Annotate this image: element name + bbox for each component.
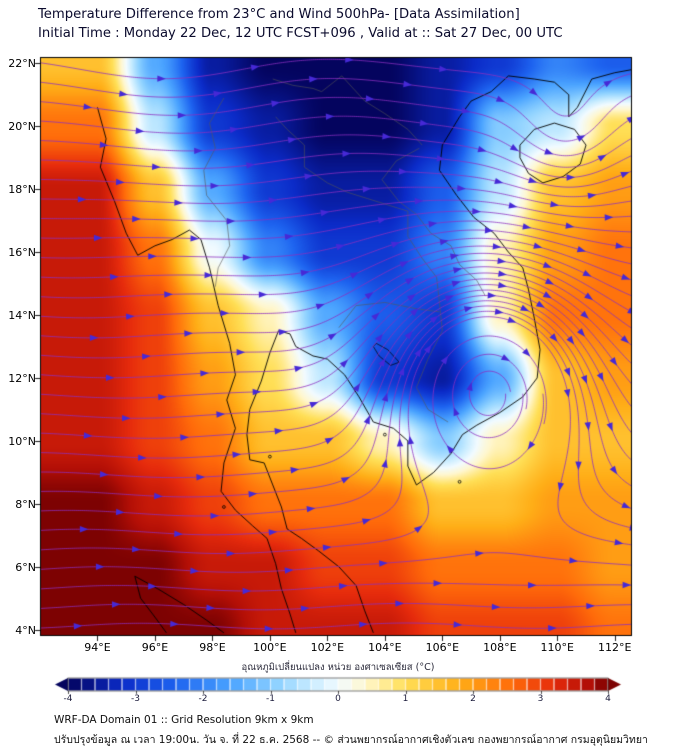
footer-domain-info: WRF-DA Domain 01 :: Grid Resolution 9km … [54, 714, 314, 726]
x-axis-tick-label: 112°E [598, 641, 632, 654]
y-axis-tick-label: 12°N [8, 371, 36, 385]
colorbar-label: อุณหภูมิเปลี่ยนแปลง หน่วย องศาเซลเซียส (… [241, 662, 435, 673]
y-axis-tick-label: 16°N [8, 246, 36, 260]
x-axis-tick-label: 102°E [310, 641, 345, 654]
colorbar-tick-label: 4 [605, 694, 611, 704]
footer-update-info: ปรับปรุงข้อมูล ณ เวลา 19:00น. วัน จ. ที่… [54, 734, 648, 746]
chart-subtitle: Initial Time : Monday 22 Dec, 12 UTC FCS… [38, 26, 563, 41]
y-axis-tick-label: 8°N [15, 497, 36, 511]
y-axis-tick-label: 4°N [15, 623, 36, 637]
y-axis-tick-label: 22°N [8, 57, 36, 71]
chart-title: Temperature Difference from 23°C and Win… [38, 7, 520, 22]
x-axis-tick-label: 110°E [540, 641, 575, 654]
colorbar-tick-label: -2 [198, 694, 208, 704]
x-axis-tick-label: 108°E [483, 641, 517, 654]
y-axis-tick-label: 20°N [8, 120, 36, 134]
colorbar-tick-label: -3 [131, 694, 140, 704]
colorbar-tick-label: 1 [402, 694, 409, 704]
colorbar-tick-label: 2 [470, 694, 476, 704]
y-axis-tick-label: 6°N [15, 560, 36, 574]
y-axis-tick-label: 18°N [8, 183, 36, 197]
x-axis-tick-label: 94°E [84, 641, 111, 654]
x-axis-tick-label: 106°E [425, 641, 460, 654]
x-axis-tick-label: 100°E [253, 641, 287, 654]
y-axis-tick-label: 10°N [8, 434, 36, 448]
y-axis-tick-label: 14°N [8, 309, 36, 323]
colorbar-tick-label: -1 [266, 694, 275, 704]
x-axis-tick-label: 96°E [141, 641, 169, 654]
colorbar-tick-label: 3 [537, 694, 544, 704]
colorbar-tick-label: -4 [63, 694, 73, 704]
colorbar-tick-label: 0 [335, 694, 341, 704]
x-axis-tick-label: 98°E [199, 641, 226, 654]
x-axis-tick-label: 104°E [368, 641, 402, 654]
